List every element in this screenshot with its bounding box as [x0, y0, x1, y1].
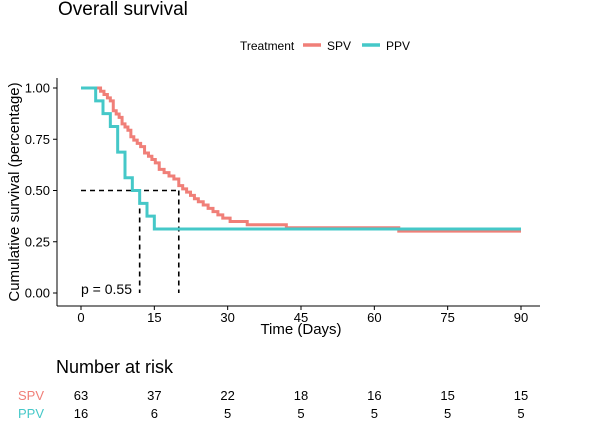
- y-tick-label: 0.50: [25, 183, 50, 198]
- risk-cell: 16: [74, 406, 88, 421]
- y-tick-label: 0.75: [25, 132, 50, 147]
- risk-table-title: Number at risk: [56, 357, 174, 377]
- risk-cell: 15: [440, 388, 454, 403]
- x-tick-label: 90: [514, 310, 528, 325]
- risk-cell: 15: [514, 388, 528, 403]
- median-lines: [81, 189, 180, 293]
- legend-label-spv: SPV: [327, 39, 351, 53]
- risk-cell: 22: [220, 388, 234, 403]
- x-tick-label: 30: [220, 310, 234, 325]
- risk-cell: 37: [147, 388, 161, 403]
- risk-cell: 16: [367, 388, 381, 403]
- curve-spv: [81, 86, 521, 233]
- risk-cell: 5: [444, 406, 451, 421]
- risk-cell: 63: [74, 388, 88, 403]
- risk-cell: 5: [297, 406, 304, 421]
- x-tick-label: 15: [147, 310, 161, 325]
- y-axis-label: Cumulative survival (percentage): [6, 82, 23, 301]
- x-tick-label: 60: [367, 310, 381, 325]
- x-axis-label: Time (Days): [260, 321, 341, 338]
- risk-cell: 5: [224, 406, 231, 421]
- x-ticks: 0 15 30 45 60 75 90: [77, 306, 528, 325]
- p-value-annotation: p = 0.55: [81, 281, 132, 297]
- legend: Treatment SPV PPV: [240, 39, 410, 53]
- survival-curves: [81, 86, 521, 233]
- legend-title: Treatment: [240, 39, 295, 53]
- x-tick-label: 75: [440, 310, 454, 325]
- x-tick-label: 45: [294, 310, 308, 325]
- legend-label-ppv: PPV: [386, 39, 410, 53]
- risk-cell: 5: [517, 406, 524, 421]
- risk-cell: 18: [294, 388, 308, 403]
- risk-row-label-ppv: PPV: [18, 406, 44, 421]
- y-tick-label: 0.25: [25, 234, 50, 249]
- x-tick-label: 0: [77, 310, 84, 325]
- risk-table: SPV 63 37 22 18 16 15 15 PPV 16 6 5 5 5 5 5: [18, 388, 528, 421]
- y-tick-label: 0.00: [25, 286, 50, 301]
- chart-title: Overall survival: [58, 0, 188, 20]
- risk-cell: 5: [371, 406, 378, 421]
- y-ticks: 0.00 0.25 0.50 0.75 1.00: [25, 81, 57, 301]
- risk-cell: 6: [151, 406, 158, 421]
- y-tick-label: 1.00: [25, 81, 50, 96]
- risk-row-label-spv: SPV: [18, 388, 44, 403]
- curve-ppv: [81, 86, 521, 231]
